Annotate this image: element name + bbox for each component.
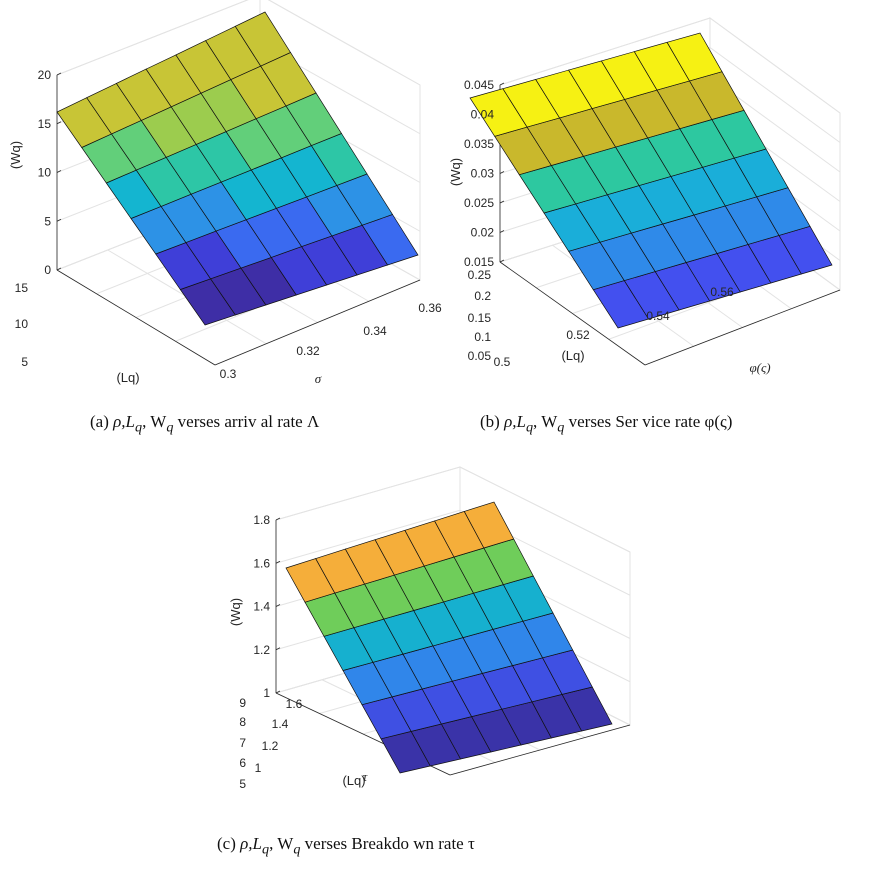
z-tick-label-c: 1.6 [253, 556, 270, 570]
z-gridline-a [56, 0, 249, 76]
y-tick-label-c: 8 [239, 715, 246, 729]
x-axis-a [214, 279, 421, 366]
axes-c [275, 517, 631, 776]
surface-plot-b: 0.015 0.02 0.025 0.03 0.035 0.04 0.045 0.5 0.52 0… [448, 17, 841, 375]
z-tick-c [275, 560, 281, 564]
x-tick-label-c: 1.4 [272, 717, 289, 731]
z-tick-label-a: 0 [44, 263, 51, 277]
x-tick-label-a: 0.34 [363, 324, 387, 338]
z-tick-a [56, 121, 62, 125]
x-axis-c [449, 724, 631, 776]
surface-plot-a: 0 5 10 15 20 0.3 0.32 0.34 0.36 15 10 5 σ (Lq) (Wq) [8, 0, 442, 386]
y-tick-label-b: 0.05 [468, 349, 492, 363]
z-tick-label-c: 1.4 [253, 600, 270, 614]
y-tick-label-c: 7 [239, 736, 246, 750]
z-tick-label-a: 5 [44, 214, 51, 228]
y-axis-label-b: (Lq) [561, 348, 584, 363]
x-tick-label-a: 0.32 [296, 344, 320, 358]
z-tick-label-c: 1.8 [253, 513, 270, 527]
x-axis-label-a: σ [315, 371, 322, 386]
x-axis-label-c: τ [363, 769, 369, 784]
z-tick-c [275, 517, 281, 521]
z-tick-label-b: 0.045 [464, 78, 494, 92]
z-tick-b [499, 200, 505, 204]
y-tick-label-b: 0.15 [468, 311, 492, 325]
z-tick-a [56, 170, 62, 173]
caption-a: (a) ρ,Lq, Wq verses arriv al rate Λ [90, 412, 320, 436]
z-tick-label-b: 0.025 [464, 196, 494, 210]
x-tick-label-b: 0.54 [646, 309, 670, 323]
y-axis-label-c: (Lq) [342, 773, 365, 788]
y-axis-b [499, 261, 646, 366]
labels-b: 0.015 0.02 0.025 0.03 0.035 0.04 0.045 0.5 0.52 0… [448, 78, 771, 375]
x-tick-label-b: 0.56 [710, 285, 734, 299]
surface-a [56, 11, 419, 326]
z-tick-label-a: 20 [38, 68, 52, 82]
z-tick-b [499, 82, 505, 86]
z-tick-label-a: 15 [38, 117, 52, 131]
x-tick-label-b: 0.52 [566, 328, 590, 342]
y-tick-label-b: 0.2 [474, 289, 491, 303]
z-gridline-c [459, 466, 631, 553]
caption-c: (c) ρ,Lq, Wq verses Breakdo wn rate τ [217, 834, 475, 858]
y-tick-label-c: 6 [239, 756, 246, 770]
z-tick-c [275, 690, 281, 694]
z-tick-b [499, 259, 505, 263]
y-tick-label-b: 0.1 [474, 330, 491, 344]
y-tick-label-a: 10 [15, 317, 29, 331]
z-axis-label-b: (Wq) [448, 158, 463, 186]
y-tick-label-c: 9 [239, 696, 246, 710]
z-axis-label-a: (Wq) [8, 141, 23, 169]
x-tick-label-c: 1.2 [262, 739, 279, 753]
y-tick-label-a: 5 [21, 355, 28, 369]
x-axis-label-b: φ(ς) [749, 360, 770, 375]
z-tick-a [56, 218, 62, 222]
z-gridline-b [709, 17, 841, 114]
z-tick-label-b: 0.035 [464, 137, 494, 151]
z-gridline-c [275, 466, 461, 521]
x-axis-b [644, 289, 841, 366]
z-axis-label-c: (Wq) [228, 598, 243, 626]
chart-panel-b: 0.015 0.02 0.025 0.03 0.035 0.04 0.045 0.5 0.52 0… [440, 0, 880, 435]
z-tick-label-b: 0.03 [471, 167, 495, 181]
z-tick-a [56, 72, 62, 76]
y-tick-label-a: 15 [15, 281, 29, 295]
x-tick-label-a: 0.36 [418, 301, 442, 315]
z-tick-b [499, 230, 505, 233]
x-tick-label-c: 1 [255, 761, 262, 775]
z-tick-label-b: 0.04 [471, 108, 495, 122]
z-gridline-b [709, 47, 841, 143]
surface-patch-b [666, 32, 723, 82]
surface-patch-a [234, 11, 292, 67]
x-tick-label-a: 0.3 [220, 367, 237, 381]
x-tick-label-b: 0.5 [494, 355, 511, 369]
caption-b: (b) ρ,Lq, Wq verses Ser vice rate φ(ς) [480, 412, 733, 436]
z-tick-a [56, 267, 62, 271]
surface-b [469, 32, 833, 329]
z-gridline-b [499, 17, 711, 86]
x-tick-label-c: 1.6 [286, 697, 303, 711]
z-tick-label-b: 0.02 [471, 226, 495, 240]
chart-panel-a: 0 5 10 15 20 0.3 0.32 0.34 0.36 15 10 5 σ (Lq) (Wq) (a… [0, 0, 442, 435]
z-tick-c [275, 647, 281, 651]
z-tick-label-c: 1.2 [253, 643, 270, 657]
y-axis-label-a: (Lq) [116, 370, 139, 385]
surface-c [285, 501, 613, 774]
chart-panel-c: 1 1.2 1.4 1.6 1.8 1 1.2 1.4 1.6 9 8 7 6 5 τ (Lq) (Wq) (c… [217, 440, 660, 889]
axes-a [56, 72, 421, 366]
y-tick-label-c: 5 [239, 777, 246, 791]
labels-a: 0 5 10 15 20 0.3 0.32 0.34 0.36 15 10 5 σ (Lq) (Wq) [8, 68, 442, 386]
y-axis-a [56, 269, 216, 366]
z-tick-label-c: 1 [263, 686, 270, 700]
surface-patch-c [463, 501, 515, 549]
z-tick-label-b: 0.015 [464, 255, 494, 269]
z-tick-label-a: 10 [38, 166, 52, 180]
z-tick-c [275, 604, 281, 607]
z-gridline-a [267, 0, 421, 86]
z-tick-b [499, 171, 505, 174]
z-gridline-c [275, 509, 461, 564]
y-tick-label-b: 0.25 [468, 268, 492, 282]
